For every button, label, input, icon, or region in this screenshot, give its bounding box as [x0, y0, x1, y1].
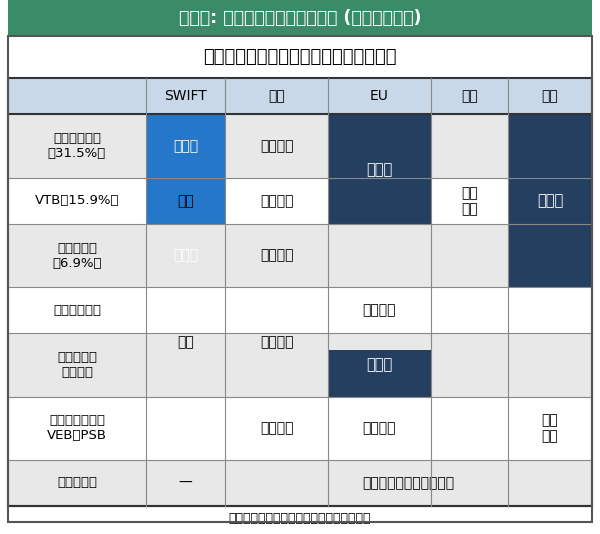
Bar — [328, 350, 431, 397]
Text: 排除: 排除 — [177, 335, 194, 349]
Text: 多重の包囲網でロシア金融を締め上げる: 多重の包囲網でロシア金融を締め上げる — [203, 48, 397, 66]
Bar — [146, 114, 225, 178]
Text: 見送り: 見送り — [173, 248, 198, 263]
Text: 対象外: 対象外 — [366, 357, 392, 372]
Bar — [8, 114, 592, 178]
Text: 対象外: 対象外 — [537, 193, 563, 208]
Text: 取引制限で外貨準備凍結: 取引制限で外貨準備凍結 — [362, 476, 455, 490]
Text: VTB（15.9%）: VTB（15.9%） — [35, 194, 119, 207]
Text: 英国: 英国 — [461, 89, 478, 103]
Bar — [8, 78, 592, 506]
Text: 図表４: ロシアに対する金融制裁 (日本経済新聞): 図表４: ロシアに対する金融制裁 (日本経済新聞) — [179, 9, 421, 27]
Text: ノビコム、
ソブコム: ノビコム、 ソブコム — [57, 351, 97, 379]
Bar — [8, 224, 592, 287]
Bar — [8, 178, 592, 224]
Bar — [8, 0, 592, 36]
Text: バンクロシア、
VEB、PSB: バンクロシア、 VEB、PSB — [47, 414, 107, 442]
Text: （注）一部抜粋、カッコ内は総資産シェア: （注）一部抜粋、カッコ内は総資産シェア — [229, 512, 371, 524]
Text: 見送り: 見送り — [173, 139, 198, 153]
Text: 資産
凍結: 資産 凍結 — [542, 413, 559, 443]
Bar — [146, 178, 225, 224]
Text: 対象外: 対象外 — [366, 162, 392, 177]
Bar — [8, 78, 592, 114]
Text: 排除: 排除 — [177, 194, 194, 208]
Bar — [8, 397, 592, 460]
Text: 取引停止: 取引停止 — [260, 335, 293, 349]
Bar — [508, 114, 592, 287]
Text: 資産
凍結: 資産 凍結 — [461, 186, 478, 216]
Text: 取引制限: 取引制限 — [260, 248, 293, 263]
Text: 制裁継続: 制裁継続 — [260, 421, 293, 435]
Text: 取引停止: 取引停止 — [362, 303, 396, 317]
Bar — [8, 78, 592, 506]
Text: 金融遮断: 金融遮断 — [260, 139, 293, 153]
Bar — [8, 333, 592, 397]
Text: オトクリティ: オトクリティ — [53, 304, 101, 317]
Text: 取引停止: 取引停止 — [362, 421, 396, 435]
Bar — [328, 114, 431, 224]
Text: —: — — [179, 476, 193, 490]
Text: ガスプロム
（6.9%）: ガスプロム （6.9%） — [52, 241, 101, 270]
Text: ズベルバンク
（31.5%）: ズベルバンク （31.5%） — [48, 132, 106, 160]
Text: 米国: 米国 — [268, 89, 285, 103]
Text: SWIFT: SWIFT — [164, 89, 207, 103]
Text: ロシア中銀: ロシア中銀 — [57, 476, 97, 489]
Text: 取引停止: 取引停止 — [260, 194, 293, 208]
Bar — [8, 460, 592, 506]
Text: 日本: 日本 — [542, 89, 559, 103]
Text: EU: EU — [370, 89, 389, 103]
Bar — [8, 287, 592, 333]
